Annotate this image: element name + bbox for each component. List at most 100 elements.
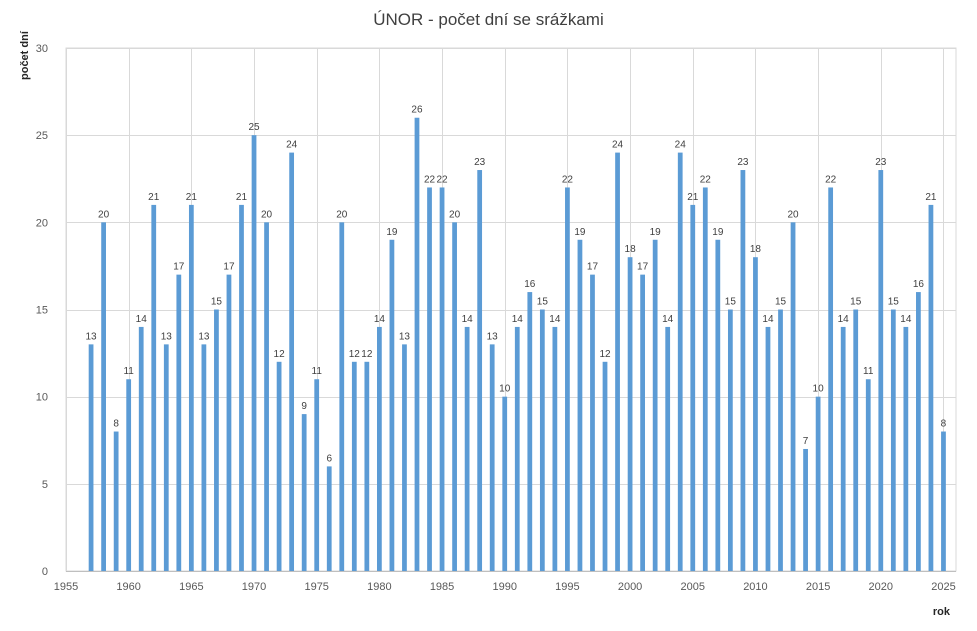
- data-label: 20: [98, 209, 110, 220]
- data-label: 10: [813, 384, 825, 395]
- chart-title: ÚNOR - počet dní se srážkami: [373, 10, 604, 29]
- data-label: 12: [274, 349, 286, 360]
- data-label: 13: [86, 331, 98, 342]
- bar: [677, 152, 683, 571]
- data-label: 11: [312, 366, 323, 377]
- data-label: 19: [650, 227, 662, 238]
- data-label: 24: [675, 140, 687, 151]
- data-label: 8: [941, 419, 947, 430]
- bar: [552, 326, 558, 571]
- bar: [828, 187, 834, 571]
- bar: [778, 309, 783, 571]
- bar: [640, 274, 646, 571]
- bar: [615, 152, 620, 571]
- data-label: 24: [286, 140, 298, 151]
- bar: [627, 257, 633, 571]
- y-tick-label: 10: [36, 392, 48, 404]
- x-tick-label: 1960: [116, 581, 140, 593]
- data-label: 22: [562, 174, 574, 185]
- bar: [452, 222, 457, 572]
- data-label: 14: [838, 314, 850, 325]
- bar: [351, 361, 357, 571]
- data-label: 23: [474, 157, 486, 168]
- x-tick-label: 1980: [367, 581, 391, 593]
- x-tick-label: 2005: [681, 581, 705, 593]
- data-label: 19: [386, 227, 398, 238]
- bar: [765, 326, 771, 571]
- data-label: 14: [762, 314, 774, 325]
- data-label: 13: [161, 331, 173, 342]
- bar: [477, 170, 483, 572]
- bar: [753, 257, 758, 571]
- data-label: 15: [888, 297, 900, 308]
- bar: [163, 344, 169, 571]
- bar: [702, 187, 708, 571]
- bar: [126, 379, 132, 571]
- data-label: 25: [248, 122, 260, 133]
- data-label: 19: [712, 227, 724, 238]
- bar: [865, 379, 871, 571]
- data-label: 8: [113, 419, 119, 430]
- data-label: 21: [687, 192, 699, 203]
- bar: [577, 239, 583, 571]
- data-label: 22: [424, 174, 436, 185]
- data-label: 17: [587, 262, 599, 273]
- bar: [539, 309, 545, 571]
- bar: [502, 396, 508, 571]
- bar: [276, 361, 282, 571]
- x-tick-label: 2025: [931, 581, 955, 593]
- bar: [101, 222, 106, 572]
- bar: [427, 187, 432, 571]
- data-label: 14: [662, 314, 674, 325]
- data-label: 26: [411, 105, 423, 116]
- data-label: 11: [863, 366, 874, 377]
- x-tick-label: 1965: [179, 581, 203, 593]
- data-label: 14: [512, 314, 524, 325]
- x-tick-label: 1985: [430, 581, 454, 593]
- bar: [88, 344, 94, 571]
- y-tick-label: 20: [36, 217, 48, 229]
- x-tick-label: 1975: [304, 581, 328, 593]
- y-tick-label: 30: [36, 43, 48, 55]
- bar: [464, 326, 470, 571]
- data-label: 17: [223, 262, 235, 273]
- bar: [113, 431, 119, 571]
- bar: [652, 239, 658, 571]
- bar: [314, 379, 320, 571]
- data-label: 23: [875, 157, 887, 168]
- data-label: 9: [301, 401, 307, 412]
- y-tick-label: 0: [42, 566, 48, 578]
- bar: [590, 274, 595, 571]
- bar: [226, 274, 232, 571]
- data-label: 10: [499, 384, 511, 395]
- bar: [527, 292, 533, 571]
- x-tick-label: 1955: [54, 581, 78, 593]
- x-tick-label: 2020: [869, 581, 893, 593]
- data-label: 20: [336, 209, 348, 220]
- bar: [214, 309, 219, 571]
- data-label: 22: [436, 174, 448, 185]
- data-label: 17: [637, 262, 649, 273]
- bar: [928, 204, 934, 571]
- y-tick-label: 15: [36, 305, 48, 317]
- data-label: 13: [198, 331, 210, 342]
- bar: [414, 117, 420, 571]
- bar: [364, 361, 370, 571]
- bar: [402, 344, 407, 571]
- data-label: 14: [462, 314, 474, 325]
- x-tick-label: 1990: [492, 581, 516, 593]
- data-label: 14: [549, 314, 561, 325]
- data-label: 15: [775, 297, 787, 308]
- data-label: 12: [349, 349, 361, 360]
- x-tick-label: 2010: [743, 581, 767, 593]
- bar: [201, 344, 207, 571]
- data-label: 14: [136, 314, 148, 325]
- bar: [151, 204, 157, 571]
- bar: [264, 222, 269, 572]
- bar: [602, 361, 608, 571]
- data-label: 16: [913, 279, 925, 290]
- x-tick-label: 1970: [242, 581, 266, 593]
- bar: [339, 222, 345, 572]
- bar: [489, 344, 495, 571]
